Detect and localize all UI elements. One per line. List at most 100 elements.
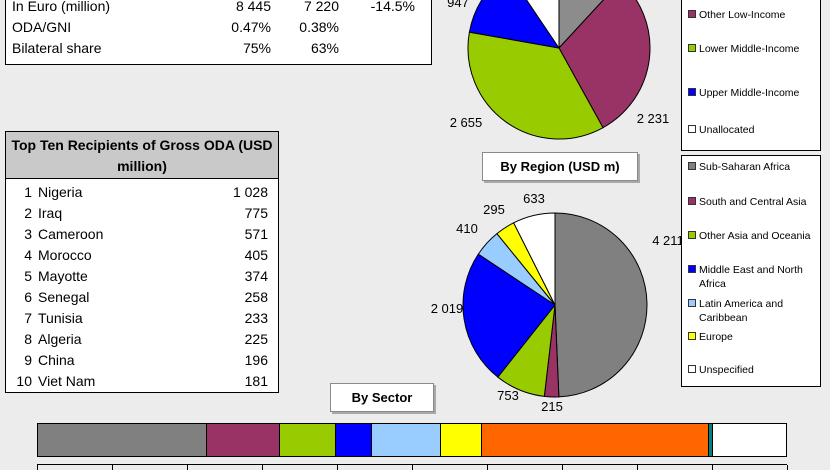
sector-axis-tick bbox=[562, 465, 563, 470]
stats-value-2: 63% bbox=[310, 40, 339, 56]
sector-axis-tick bbox=[637, 465, 638, 470]
recipient-rank: 9 bbox=[24, 352, 32, 368]
sector-stacked-bar bbox=[37, 423, 787, 457]
sector-bar-segment bbox=[335, 424, 372, 456]
stats-value-1: 0.47% bbox=[231, 19, 271, 35]
pie-data-label: 947 bbox=[447, 0, 469, 10]
legend-label: Unspecified bbox=[699, 364, 754, 376]
recipient-value: 233 bbox=[244, 310, 268, 326]
recipient-country: Tunisia bbox=[38, 310, 83, 326]
pie-data-label: 2 019 bbox=[431, 301, 464, 316]
recipient-row: 5 Mayotte 374 bbox=[6, 266, 278, 287]
recipient-country: Nigeria bbox=[38, 184, 83, 200]
recipient-value: 374 bbox=[244, 268, 268, 284]
recipient-rank: 5 bbox=[24, 268, 32, 284]
legend-label: Lower Middle-Income bbox=[699, 43, 800, 55]
recipient-row: 10 Viet Nam 181 bbox=[6, 371, 278, 392]
sector-axis-tick bbox=[787, 465, 788, 470]
recipient-value: 258 bbox=[244, 289, 268, 305]
pie-data-label: 295 bbox=[483, 202, 505, 217]
sector-bar-segment bbox=[371, 424, 442, 456]
recipient-country: Morocco bbox=[38, 247, 92, 263]
stats-value-1: 75% bbox=[242, 40, 271, 56]
stats-value-2: 7 220 bbox=[303, 0, 339, 14]
sector-axis bbox=[37, 464, 788, 470]
stats-row-bilateral: Bilateral share 75% 63% bbox=[6, 38, 431, 59]
recipient-row: 4 Morocco 405 bbox=[6, 245, 278, 266]
region-legend: Sub-Saharan Africa South and Central Asia… bbox=[681, 155, 821, 387]
pie-data-label: 753 bbox=[497, 388, 519, 403]
sector-axis-tick bbox=[412, 465, 413, 470]
pie-data-label: 215 bbox=[541, 399, 563, 414]
pie-slice bbox=[512, 212, 556, 306]
top-ten-recipients-table: Top Ten Recipients of Gross ODA (USD mil… bbox=[5, 131, 279, 393]
recipient-value: 1 028 bbox=[232, 184, 268, 200]
stats-label: ODA/GNI bbox=[12, 19, 72, 35]
recipient-rank: 10 bbox=[16, 373, 32, 389]
sector-axis-tick bbox=[262, 465, 263, 470]
recipient-rank: 8 bbox=[24, 331, 32, 347]
legend-swatch bbox=[688, 231, 696, 239]
recipient-value: 775 bbox=[244, 205, 268, 221]
legend-swatch bbox=[688, 299, 696, 307]
recipient-row: 8 Algeria 225 bbox=[6, 329, 278, 350]
region-chart-title: By Region (USD m) bbox=[482, 152, 638, 181]
recipient-rank: 6 bbox=[24, 289, 32, 305]
legend-swatch bbox=[688, 44, 696, 52]
recipient-country: Cameroon bbox=[38, 226, 104, 242]
stats-row-oda-gni: ODA/GNI 0.47% 0.38% bbox=[6, 17, 431, 38]
legend-swatch bbox=[688, 10, 696, 18]
stats-value-2: 0.38% bbox=[299, 19, 339, 35]
recipient-rank: 7 bbox=[24, 310, 32, 326]
recipient-row: 7 Tunisia 233 bbox=[6, 308, 278, 329]
legend-label: Middle East and North Africa bbox=[699, 264, 803, 290]
sector-axis-tick bbox=[712, 465, 713, 470]
sector-bar-segment bbox=[207, 424, 280, 456]
legend-swatch bbox=[688, 265, 696, 273]
recipient-country: Viet Nam bbox=[38, 373, 96, 389]
legend-swatch bbox=[688, 162, 696, 170]
recipient-value: 225 bbox=[244, 331, 268, 347]
pie-data-label: 4 211 bbox=[652, 233, 684, 248]
legend-swatch bbox=[688, 125, 696, 133]
recipient-rank: 2 bbox=[24, 205, 32, 221]
top-ten-title: Top Ten Recipients of Gross ODA (USD mil… bbox=[6, 132, 278, 179]
pie-slice bbox=[468, 0, 561, 49]
sector-axis-tick bbox=[187, 465, 188, 470]
legend-swatch bbox=[688, 365, 696, 373]
recipient-row: 3 Cameroon 571 bbox=[6, 224, 278, 245]
sector-chart-title: By Sector bbox=[330, 383, 434, 412]
recipient-country: Mayotte bbox=[38, 268, 88, 284]
pie-data-label: 633 bbox=[523, 191, 545, 206]
stats-label: Bilateral share bbox=[12, 40, 102, 56]
stats-change: -14.5% bbox=[370, 0, 415, 14]
legend-label: Other Asia and Oceania bbox=[699, 230, 811, 242]
sector-bar-segment bbox=[712, 424, 786, 456]
sector-bar-segment bbox=[279, 424, 336, 456]
legend-label: Unallocated bbox=[699, 124, 755, 136]
recipient-value: 196 bbox=[244, 352, 268, 368]
sector-bar-segment bbox=[441, 424, 482, 456]
sector-bar-segment bbox=[481, 424, 709, 456]
recipient-rank: 1 bbox=[24, 184, 32, 200]
pie-slice bbox=[526, 0, 560, 50]
legend-label: Latin America and Caribbean bbox=[699, 298, 784, 324]
recipient-value: 405 bbox=[244, 247, 268, 263]
stats-row-euro: In Euro (million) 8 445 7 220 -14.5% bbox=[6, 0, 431, 17]
sector-bar-segment bbox=[708, 424, 713, 456]
sector-axis-tick bbox=[37, 465, 38, 470]
pie-data-label: 2 655 bbox=[450, 115, 483, 130]
sector-axis-tick bbox=[487, 465, 488, 470]
pie-slice bbox=[554, 212, 648, 398]
pie-data-label: 2 231 bbox=[637, 111, 670, 126]
recipient-row: 2 Iraq 775 bbox=[6, 203, 278, 224]
sector-axis-tick bbox=[112, 465, 113, 470]
recipient-value: 181 bbox=[244, 373, 268, 389]
stats-label: In Euro (million) bbox=[12, 0, 111, 14]
income-legend: Other Low-Income Lower Middle-Income Upper… bbox=[681, 0, 821, 151]
recipient-country: Algeria bbox=[38, 331, 82, 347]
recipient-value: 571 bbox=[244, 226, 268, 242]
recipient-row: 9 China 196 bbox=[6, 350, 278, 371]
legend-label: Sub-Saharan Africa bbox=[699, 161, 791, 173]
